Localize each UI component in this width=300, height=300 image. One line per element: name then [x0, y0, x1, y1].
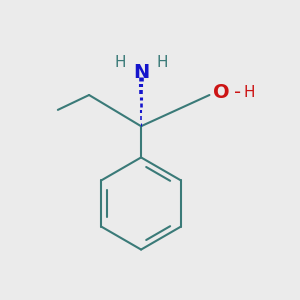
Text: N: N [133, 63, 149, 82]
Text: O: O [213, 82, 230, 101]
Text: H: H [115, 55, 126, 70]
Text: H: H [244, 85, 255, 100]
Text: -: - [234, 82, 241, 101]
Text: H: H [156, 55, 168, 70]
